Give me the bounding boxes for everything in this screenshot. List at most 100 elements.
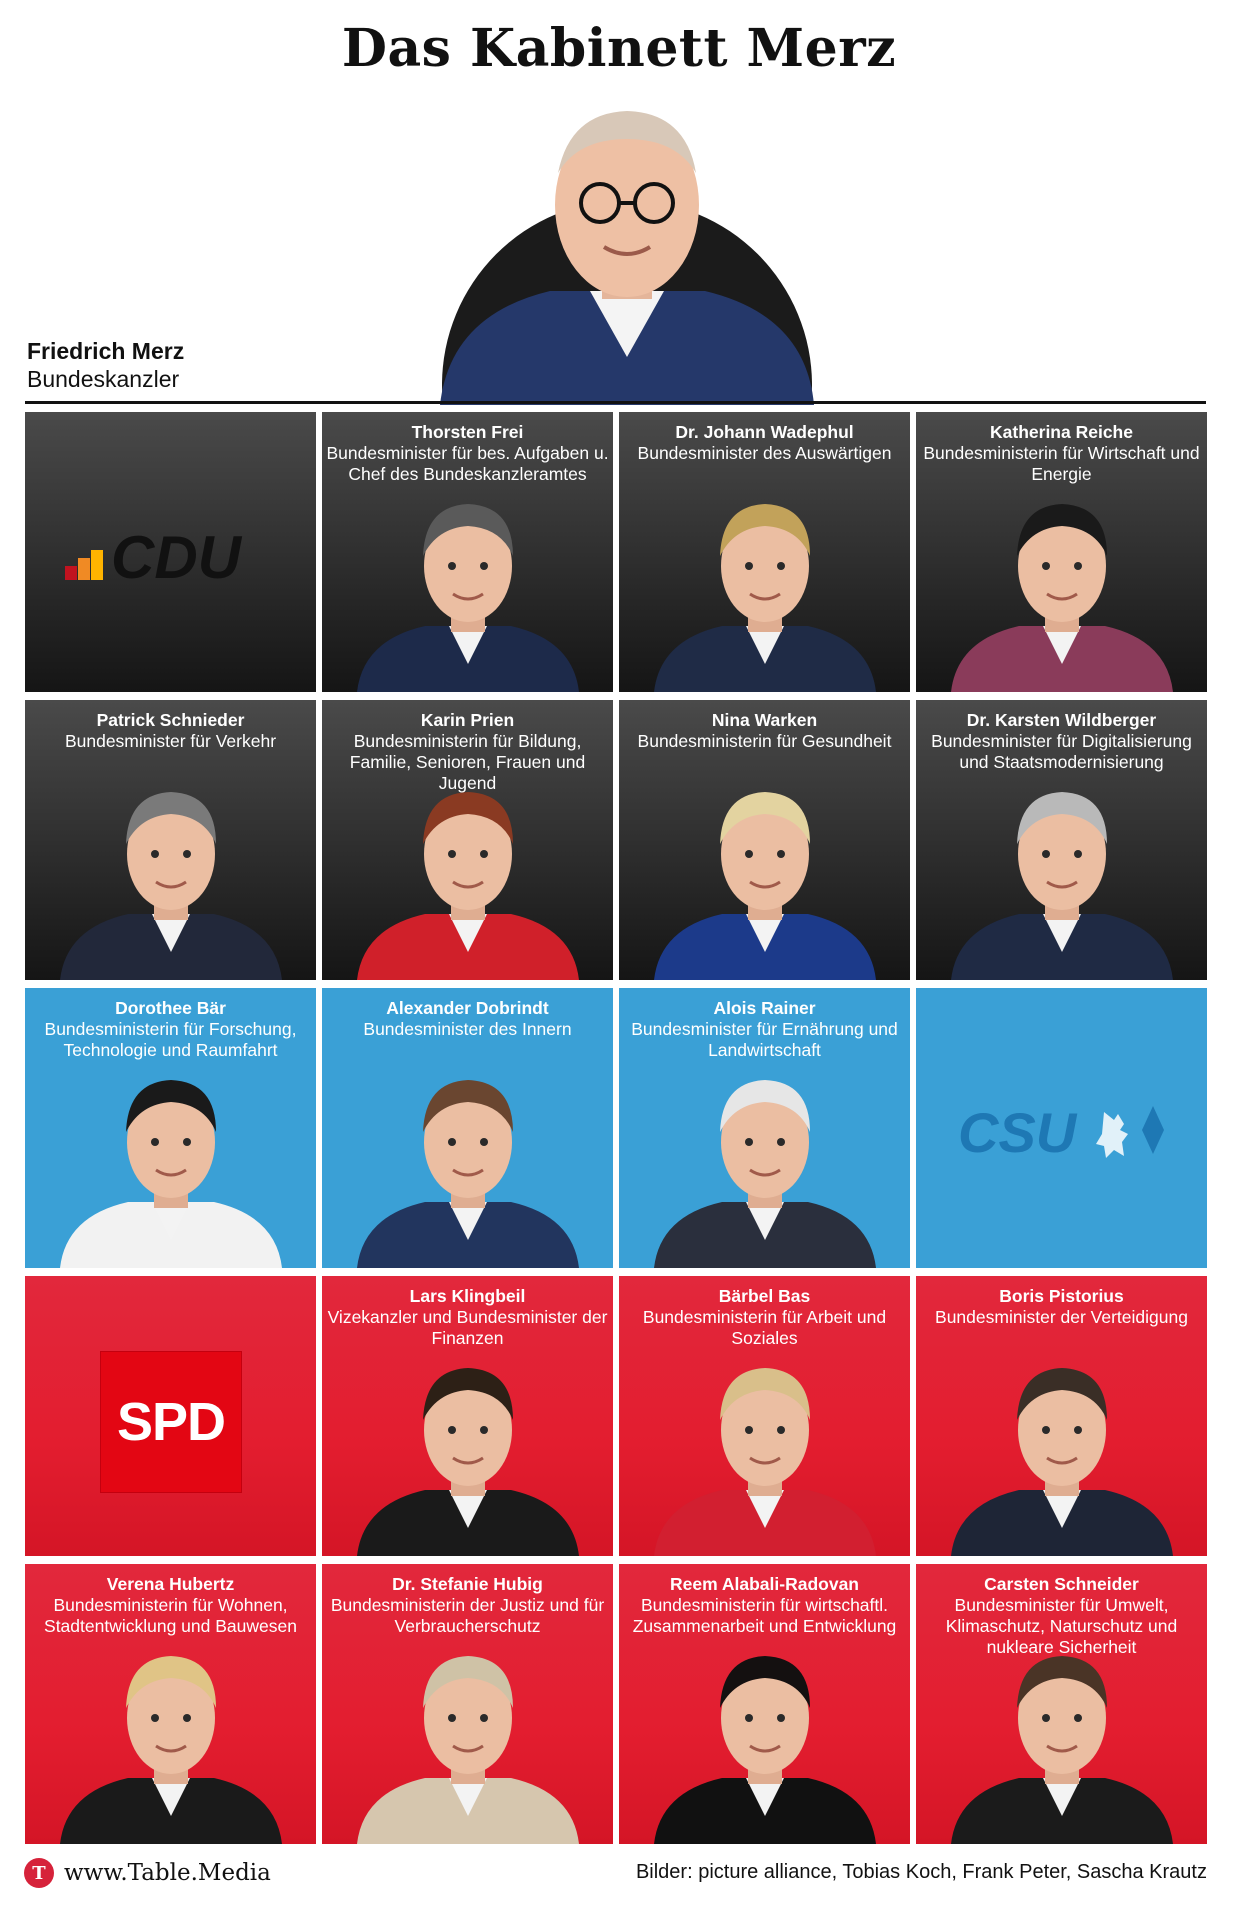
portrait <box>950 792 1173 980</box>
minister-card: Verena Hubertz Bundesministerin für Wohn… <box>25 1564 316 1844</box>
minister-caption: Patrick Schnieder Bundesminister für Ver… <box>25 710 316 752</box>
page-title: Das Kabinett Merz <box>341 18 897 79</box>
minister-caption: Alexander Dobrindt Bundesminister des In… <box>322 998 613 1040</box>
portrait <box>356 1080 579 1268</box>
footer-brand[interactable]: T www.Table.Media <box>24 1858 271 1888</box>
minister-name: Dr. Johann Wadephul <box>675 422 854 442</box>
portrait <box>653 1368 876 1556</box>
minister-caption: Thorsten Frei Bundesminister für bes. Au… <box>322 422 613 485</box>
minister-card: Thorsten Frei Bundesminister für bes. Au… <box>322 412 613 692</box>
minister-name: Alexander Dobrindt <box>386 998 549 1018</box>
portrait <box>653 792 876 980</box>
minister-role: Bundesminister der Verteidigung <box>935 1307 1188 1327</box>
cdu-logo-text: CDU <box>111 524 243 582</box>
minister-card: Nina Warken Bundesministerin für Gesundh… <box>619 700 910 980</box>
minister-name: Verena Hubertz <box>106 1574 235 1594</box>
minister-card: Patrick Schnieder Bundesminister für Ver… <box>25 700 316 980</box>
minister-role: Bundesminister für Verkehr <box>64 731 277 751</box>
portrait <box>950 1368 1173 1556</box>
minister-name: Nina Warken <box>711 710 818 730</box>
portrait <box>356 1656 579 1844</box>
minister-role: Bundesminister für Digitalisierung und S… <box>931 731 1192 772</box>
minister-role: Bundesminister für bes. Aufgaben u. Chef… <box>326 443 609 484</box>
minister-role: Bundesministerin für Gesundheit <box>637 731 892 751</box>
minister-card: Alois Rainer Bundesminister für Ernährun… <box>619 988 910 1268</box>
brand-link[interactable]: www.Table.Media <box>64 1860 271 1886</box>
minister-caption: Katherina Reiche Bundesministerin für Wi… <box>916 422 1207 485</box>
minister-card: Bärbel Bas Bundesministerin für Arbeit u… <box>619 1276 910 1556</box>
minister-name: Reem Alabali-Radovan <box>670 1574 859 1594</box>
cabinet-grid: CDU Thorsten Frei Bundesminister für bes… <box>25 412 1207 1852</box>
minister-card: Reem Alabali-Radovan Bundesministerin fü… <box>619 1564 910 1844</box>
portrait <box>653 1080 876 1268</box>
minister-name: Karin Prien <box>420 710 515 730</box>
minister-role: Bundesministerin der Justiz und für Verb… <box>330 1595 605 1636</box>
minister-role: Bundesministerin für Arbeit und Soziales <box>642 1307 887 1348</box>
portrait <box>59 1656 282 1844</box>
minister-role: Vizekanzler und Bundesminister der Finan… <box>327 1307 608 1348</box>
minister-card: Alexander Dobrindt Bundesminister des In… <box>322 988 613 1268</box>
minister-caption: Bärbel Bas Bundesministerin für Arbeit u… <box>619 1286 910 1349</box>
portrait <box>356 1368 579 1556</box>
minister-card: Dorothee Bär Bundesministerin für Forsch… <box>25 988 316 1268</box>
portrait <box>950 1656 1173 1844</box>
minister-caption: Boris Pistorius Bundesminister der Verte… <box>916 1286 1207 1328</box>
minister-name: Lars Klingbeil <box>409 1286 526 1306</box>
minister-card: Dr. Stefanie Hubig Bundesministerin der … <box>322 1564 613 1844</box>
minister-card: Katherina Reiche Bundesministerin für Wi… <box>916 412 1207 692</box>
minister-name: Dr. Stefanie Hubig <box>392 1574 543 1594</box>
chancellor-portrait <box>440 111 814 405</box>
party-logo-tile-spd: SPD <box>25 1276 316 1556</box>
cdu-logo-icon: CDU <box>65 524 243 582</box>
minister-caption: Lars Klingbeil Vizekanzler und Bundesmin… <box>322 1286 613 1349</box>
minister-caption: Nina Warken Bundesministerin für Gesundh… <box>619 710 910 752</box>
minister-caption: Reem Alabali-Radovan Bundesministerin fü… <box>619 1574 910 1637</box>
portrait <box>950 504 1173 692</box>
minister-role: Bundesministerin für Wohnen, Stadtentwic… <box>44 1595 297 1636</box>
minister-caption: Dr. Johann Wadephul Bundesminister des A… <box>619 422 910 464</box>
minister-name: Katherina Reiche <box>990 422 1133 442</box>
minister-name: Bärbel Bas <box>718 1286 811 1306</box>
portrait <box>356 792 579 980</box>
minister-role: Bundesministerin für Forschung, Technolo… <box>44 1019 297 1060</box>
chancellor-name: Friedrich Merz <box>27 338 185 364</box>
minister-card: Carsten Schneider Bundesminister für Umw… <box>916 1564 1207 1844</box>
minister-caption: Dr. Stefanie Hubig Bundesministerin der … <box>322 1574 613 1637</box>
minister-role: Bundesminister des Innern <box>363 1019 572 1039</box>
minister-caption: Verena Hubertz Bundesministerin für Wohn… <box>25 1574 316 1637</box>
party-logo-tile-csu: CSU <box>916 988 1207 1268</box>
minister-card: Dr. Karsten Wildberger Bundesminister fü… <box>916 700 1207 980</box>
minister-name: Dorothee Bär <box>115 998 226 1018</box>
minister-caption: Dorothee Bär Bundesministerin für Forsch… <box>25 998 316 1061</box>
table-media-logo-icon: T <box>24 1858 54 1888</box>
minister-name: Dr. Karsten Wildberger <box>966 710 1157 730</box>
minister-role: Bundesminister für Ernährung und Landwir… <box>631 1019 898 1060</box>
minister-name: Carsten Schneider <box>984 1574 1139 1594</box>
spd-logo-icon: SPD <box>101 1352 241 1492</box>
minister-name: Thorsten Frei <box>411 422 524 442</box>
minister-role: Bundesministerin für Bildung, Familie, S… <box>349 731 586 793</box>
minister-role: Bundesminister für Umwelt, Klimaschutz, … <box>945 1595 1178 1657</box>
image-credits: Bilder: picture alliance, Tobias Koch, F… <box>635 1861 1207 1883</box>
minister-caption: Dr. Karsten Wildberger Bundesminister fü… <box>916 710 1207 773</box>
minister-name: Boris Pistorius <box>999 1286 1124 1306</box>
minister-name: Alois Rainer <box>713 998 816 1018</box>
portrait <box>356 504 579 692</box>
minister-role: Bundesministerin für wirtschaftl. Zusamm… <box>632 1595 897 1636</box>
minister-caption: Carsten Schneider Bundesminister für Umw… <box>916 1574 1207 1658</box>
minister-caption: Alois Rainer Bundesminister für Ernährun… <box>619 998 910 1061</box>
minister-card: Lars Klingbeil Vizekanzler und Bundesmin… <box>322 1276 613 1556</box>
minister-role: Bundesministerin für Wirtschaft und Ener… <box>923 443 1200 484</box>
divider <box>25 401 1206 404</box>
minister-card: Karin Prien Bundesministerin für Bildung… <box>322 700 613 980</box>
csu-logo-icon: CSU <box>958 1101 1164 1160</box>
portrait <box>653 504 876 692</box>
csu-logo-text: CSU <box>958 1101 1078 1160</box>
portrait <box>59 792 282 980</box>
chancellor-role: Bundeskanzler <box>27 366 180 392</box>
portrait <box>59 1080 282 1268</box>
party-logo-tile-cdu: CDU <box>25 412 316 692</box>
minister-card: Boris Pistorius Bundesminister der Verte… <box>916 1276 1207 1556</box>
minister-name: Patrick Schnieder <box>96 710 245 730</box>
minister-role: Bundesminister des Auswärtigen <box>637 443 892 463</box>
